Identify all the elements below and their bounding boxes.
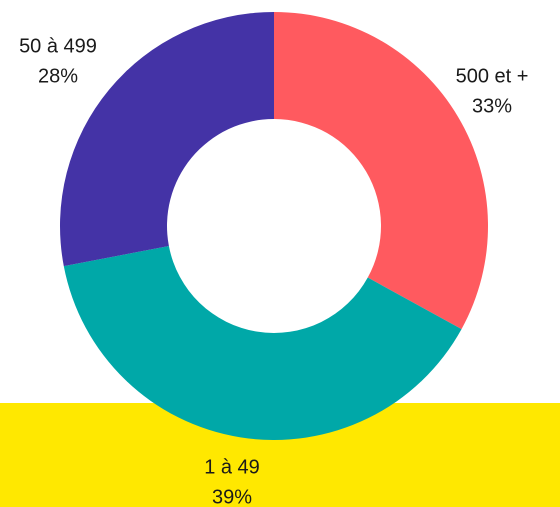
donut: [59, 12, 488, 440]
category-label: 500 et +: [456, 65, 529, 87]
donut-slice: [274, 12, 488, 330]
value-label: 28%: [38, 65, 78, 87]
donut-slice: [63, 246, 462, 440]
donut-slice: [59, 12, 275, 267]
category-label: 50 à 499: [19, 35, 97, 57]
category-label: 1 à 49: [204, 456, 260, 478]
value-label: 39%: [212, 486, 252, 507]
labels: 500 et + 33% 1 à 49 39% 50 à 499 28%: [19, 35, 528, 507]
value-label: 33%: [472, 95, 512, 117]
